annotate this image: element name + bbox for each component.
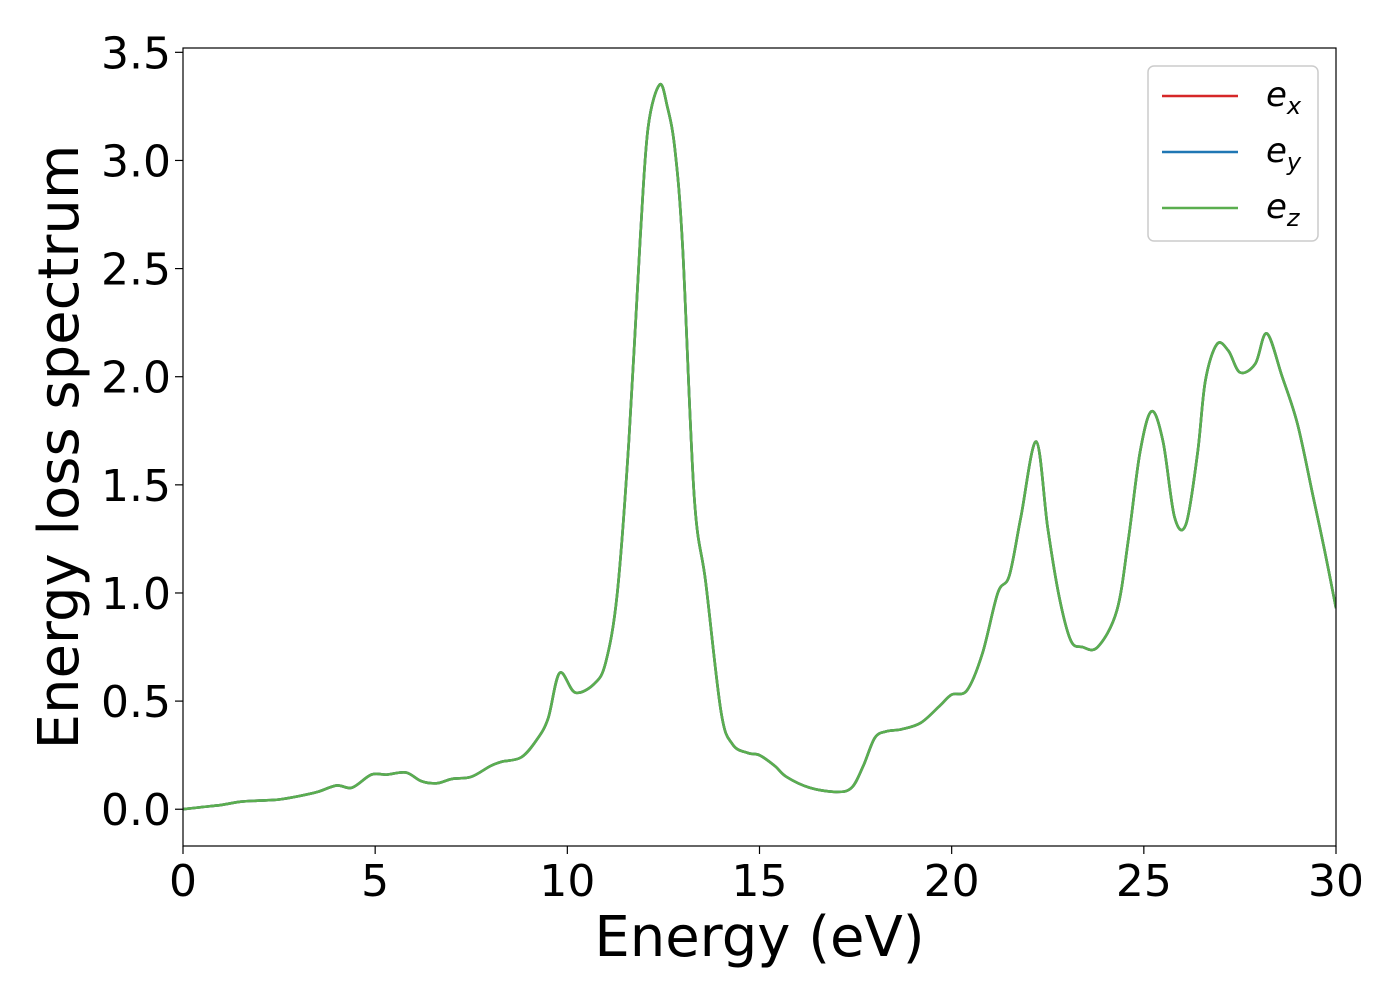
legend-label-y: ey <box>1266 131 1302 176</box>
x-axis-title: Energy (eV) <box>594 905 924 970</box>
legend-box <box>1147 65 1319 242</box>
x-tick-label: 25 <box>1116 856 1172 907</box>
x-tick-label: 10 <box>539 856 595 907</box>
y-axis-title: Energy loss spectrum <box>27 145 92 750</box>
y-tick-label: 3.0 <box>101 136 171 187</box>
y-tick-label: 1.0 <box>101 569 171 620</box>
x-tick-label: 15 <box>732 856 788 907</box>
x-axis: 0 5 10 15 20 25 30 <box>169 846 1364 907</box>
x-tick-label: 20 <box>924 856 980 907</box>
y-tick-label: 1.5 <box>101 461 171 512</box>
series-layer <box>183 82 1336 811</box>
x-tick-label: 5 <box>361 856 389 907</box>
y-tick-label: 0.0 <box>101 785 171 836</box>
y-tick-label: 2.5 <box>101 245 171 296</box>
x-tick-label: 0 <box>169 856 197 907</box>
x-tick-label: 30 <box>1308 856 1364 907</box>
y-axis: 0.0 0.5 1.0 1.5 2.0 2.5 3.0 3.5 <box>101 28 183 836</box>
y-tick-label: 3.5 <box>101 28 171 79</box>
plot-area <box>183 48 1336 846</box>
series-line-z <box>183 82 1336 811</box>
y-tick-label: 2.0 <box>101 353 171 404</box>
y-tick-label: 0.5 <box>101 677 171 728</box>
